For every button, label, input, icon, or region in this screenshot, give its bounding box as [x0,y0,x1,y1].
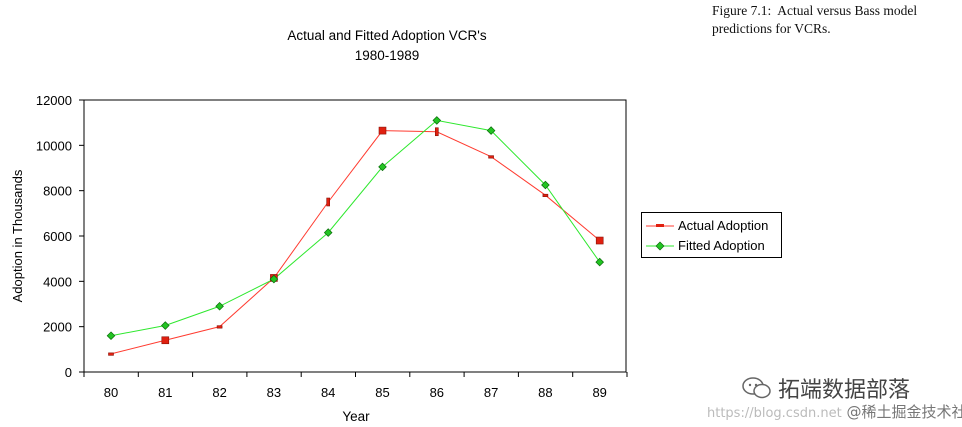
figure-caption: Figure 7.1: Actual versus Bass model pred… [712,2,960,38]
x-tick-label: 83 [267,385,281,400]
y-tick-label: 10000 [36,138,72,153]
x-tick-label: 81 [158,385,172,400]
chart-title: Actual and Fitted Adoption VCR's [287,28,486,43]
y-axis-label: Adoption in Thousands [10,169,25,302]
fitted-adoption-point [432,116,442,125]
legend-item-fitted: Fitted Adoption [642,237,782,255]
plot-area [83,99,627,373]
actual-adoption-point [595,236,604,245]
chart-subtitle: 1980-1989 [355,48,420,63]
legend-item-actual: Actual Adoption [642,217,782,235]
actual-adoption-point [434,127,439,137]
x-tick-label: 88 [538,385,552,400]
watermark-brand: 拓端数据部落 [742,372,910,404]
fitted-adoption-point [595,257,604,267]
fitted-adoption-point [215,301,224,311]
watermark-site: https://blog.csdn.net @稀土掘金技术社区 [707,401,962,422]
x-axis-label: Year [342,409,370,424]
y-tick-label: 12000 [36,93,72,108]
actual-adoption-point [378,126,387,135]
legend-swatch-fitted [646,241,674,251]
actual-adoption-point [161,336,170,345]
y-tick-label: 6000 [43,229,72,244]
actual-adoption-point [216,325,223,329]
watermark-brand-text: 拓端数据部落 [778,378,911,403]
x-tick-label: 82 [212,385,226,400]
actual-adoption-point [542,193,549,197]
actual-adoption-point [326,197,331,207]
fitted-adoption-point [378,162,387,172]
fitted-adoption-point [323,228,333,237]
chart-legend: Actual Adoption Fitted Adoption [641,212,782,258]
watermark-url: https://blog.csdn.net [707,406,842,421]
fitted-adoption-point [486,126,496,135]
fitted-adoption-line [110,119,601,337]
x-tick-label: 85 [375,385,389,400]
fitted-adoption-point [541,180,550,190]
fitted-adoption-point [269,274,279,284]
caption-label: Figure 7.1: [712,3,772,18]
wechat-icon [742,377,771,399]
legend-label-fitted: Fitted Adoption [678,238,765,253]
x-tick-label: 86 [430,385,444,400]
caption-text: Actual versus Bass model predictions for… [712,3,918,36]
y-tick-label: 4000 [43,274,72,289]
fitted-adoption-point [161,321,170,330]
x-tick-label: 84 [321,385,335,400]
actual-adoption-point [108,352,114,356]
actual-adoption-line [110,130,601,355]
x-tick-label: 87 [484,385,498,400]
fitted-adoption-point [106,331,116,341]
legend-label-actual: Actual Adoption [678,218,769,233]
y-tick-label: 8000 [43,184,72,199]
legend-swatch-actual [646,224,674,227]
x-tick-label: 80 [104,385,118,400]
y-tick-label: 0 [65,365,72,380]
y-tick-label: 2000 [43,320,72,335]
x-tick-label: 89 [592,385,606,400]
actual-adoption-point [488,155,494,159]
watermark-site-text: @稀土掘金技术社区 [846,403,962,421]
